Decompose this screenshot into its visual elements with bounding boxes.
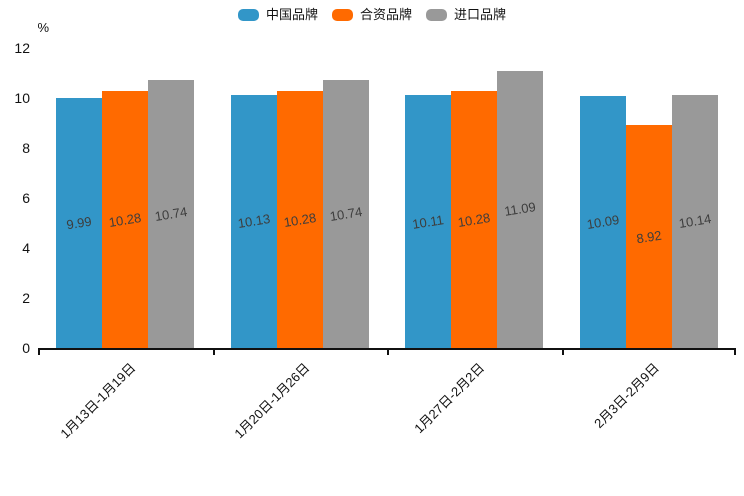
x-axis-category-label: 1月27日-2月2日 [410, 360, 487, 437]
bar-joint-venture-brand: 10.28 [451, 91, 498, 348]
x-axis-tick [38, 348, 40, 355]
x-axis-category-label: 1月20日-1月26日 [231, 360, 313, 442]
y-axis-tick-label: 8 [22, 140, 30, 156]
bar-value-label: 11.09 [503, 199, 538, 220]
bar-value-label: 10.74 [154, 203, 189, 224]
y-axis-unit-label: % [37, 20, 49, 35]
bar-china-brand: 9.99 [56, 98, 103, 348]
legend-item-import-brand: 进口品牌 [426, 8, 506, 21]
bar-china-brand: 10.13 [230, 94, 277, 348]
bar-value-label: 10.09 [585, 211, 620, 232]
y-axis-tick-label: 2 [22, 290, 30, 306]
bar-group: 9.99 10.28 10.74 [38, 48, 213, 348]
legend-label: 合资品牌 [359, 7, 412, 22]
bar-joint-venture-brand: 8.92 [625, 125, 672, 348]
legend-swatch-import-brand [426, 8, 447, 21]
bar-value-label: 8.92 [635, 227, 663, 246]
legend-swatch-joint-venture-brand [331, 8, 353, 21]
plot-area: 9.99 10.28 10.74 1月13日-1月19日 10.13 10.28 10.74… [38, 48, 737, 441]
legend-item-china-brand: 中国品牌 [237, 7, 318, 22]
bar-group: 10.09 8.92 10.14 [562, 48, 737, 348]
y-axis-tick-label: 0 [22, 340, 30, 356]
legend-swatch-china-brand [237, 8, 259, 21]
bar-value-label: 10.28 [108, 209, 143, 230]
bar-china-brand: 10.11 [405, 95, 452, 348]
y-axis-tick-label: 10 [14, 90, 30, 106]
bar-value-label: 10.14 [677, 211, 712, 232]
chart-legend: 中国品牌 合资品牌 进口品牌 [0, 8, 744, 21]
bar-joint-venture-brand: 10.28 [102, 91, 149, 348]
bar-value-label: 10.74 [328, 203, 363, 224]
y-axis-tick-label: 4 [22, 240, 30, 256]
bar-value-label: 10.28 [282, 209, 317, 230]
bar-value-label: 9.99 [65, 213, 93, 233]
bar-import-brand: 10.74 [148, 79, 195, 348]
x-axis-category-label: 2月3日-2月9日 [590, 360, 662, 432]
x-axis-tick [212, 348, 215, 355]
bar-china-brand: 10.09 [579, 95, 626, 348]
x-axis-tick [734, 348, 736, 355]
bar-value-label: 10.11 [411, 211, 446, 232]
bar-import-brand: 10.74 [322, 79, 369, 348]
bar-value-label: 10.28 [457, 209, 492, 230]
x-axis-tick [387, 348, 389, 355]
bar-group: 10.13 10.28 10.74 [213, 48, 388, 348]
bar-import-brand: 10.14 [671, 94, 718, 348]
legend-label: 进口品牌 [454, 7, 507, 22]
bar-group: 10.11 10.28 11.09 [387, 48, 562, 348]
bar-import-brand: 11.09 [497, 70, 544, 348]
legend-item-joint-venture-brand: 合资品牌 [331, 7, 412, 22]
legend-label: 中国品牌 [265, 7, 318, 22]
y-axis-tick-label: 12 [14, 40, 30, 56]
x-axis-tick [561, 348, 564, 355]
bar-joint-venture-brand: 10.28 [276, 91, 323, 348]
bar-value-label: 10.13 [236, 211, 271, 232]
x-axis-category-label: 1月13日-1月19日 [56, 360, 138, 442]
y-axis-tick-label: 6 [22, 190, 30, 206]
